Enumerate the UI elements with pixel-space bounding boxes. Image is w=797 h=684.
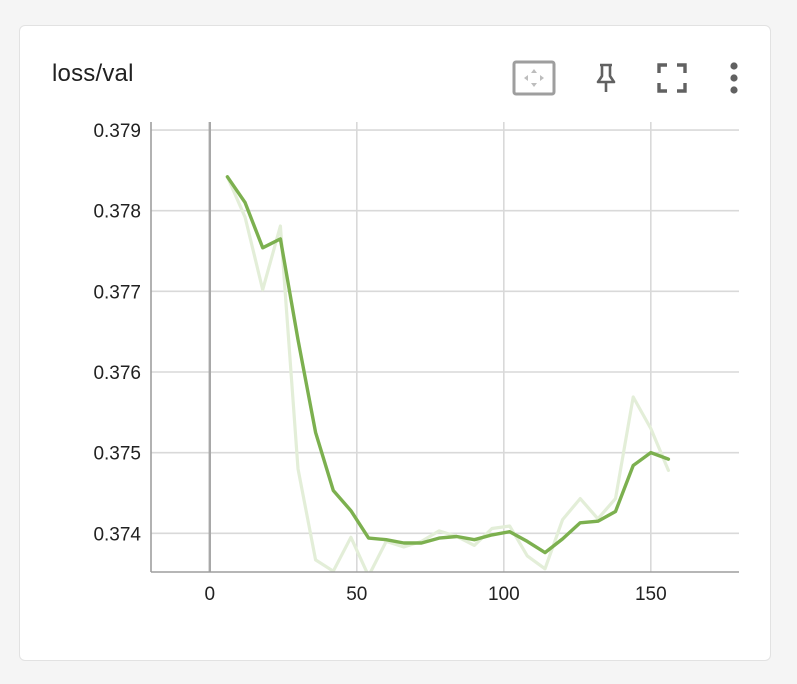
axes: [150, 122, 739, 573]
fullscreen-icon: [657, 63, 687, 93]
raw-series-line: [225, 175, 670, 572]
x-tick-label: 0: [205, 584, 216, 605]
y-tick-label: 0.376: [93, 363, 141, 384]
pin-button[interactable]: [592, 58, 620, 98]
y-tick-label: 0.375: [93, 444, 141, 465]
tick-labels: 0.374 0.375 0.376 0.377 0.378 0.379 0 50 100 150: [93, 121, 666, 605]
y-tick-label: 0.378: [93, 202, 141, 223]
y-tick-label: 0.377: [93, 282, 141, 303]
x-tick-label: 150: [635, 584, 667, 605]
card-toolbar: [476, 58, 744, 98]
fit-to-data-button[interactable]: [512, 58, 556, 98]
more-vert-icon: [730, 62, 738, 94]
y-tick-label: 0.379: [93, 121, 141, 142]
grid-lines: [151, 122, 739, 572]
card-title: loss/val: [52, 60, 134, 87]
x-tick-label: 50: [346, 584, 367, 605]
fullscreen-button[interactable]: [656, 58, 688, 98]
scalar-card: loss/val: [19, 25, 771, 661]
y-tick-label: 0.374: [93, 524, 141, 545]
more-options-button[interactable]: [724, 58, 744, 98]
fit-to-data-icon: [512, 60, 556, 96]
pin-icon: [596, 63, 616, 92]
smoothed-series-line: [225, 175, 671, 555]
x-tick-label: 100: [488, 584, 520, 605]
series-lines: [225, 175, 671, 572]
